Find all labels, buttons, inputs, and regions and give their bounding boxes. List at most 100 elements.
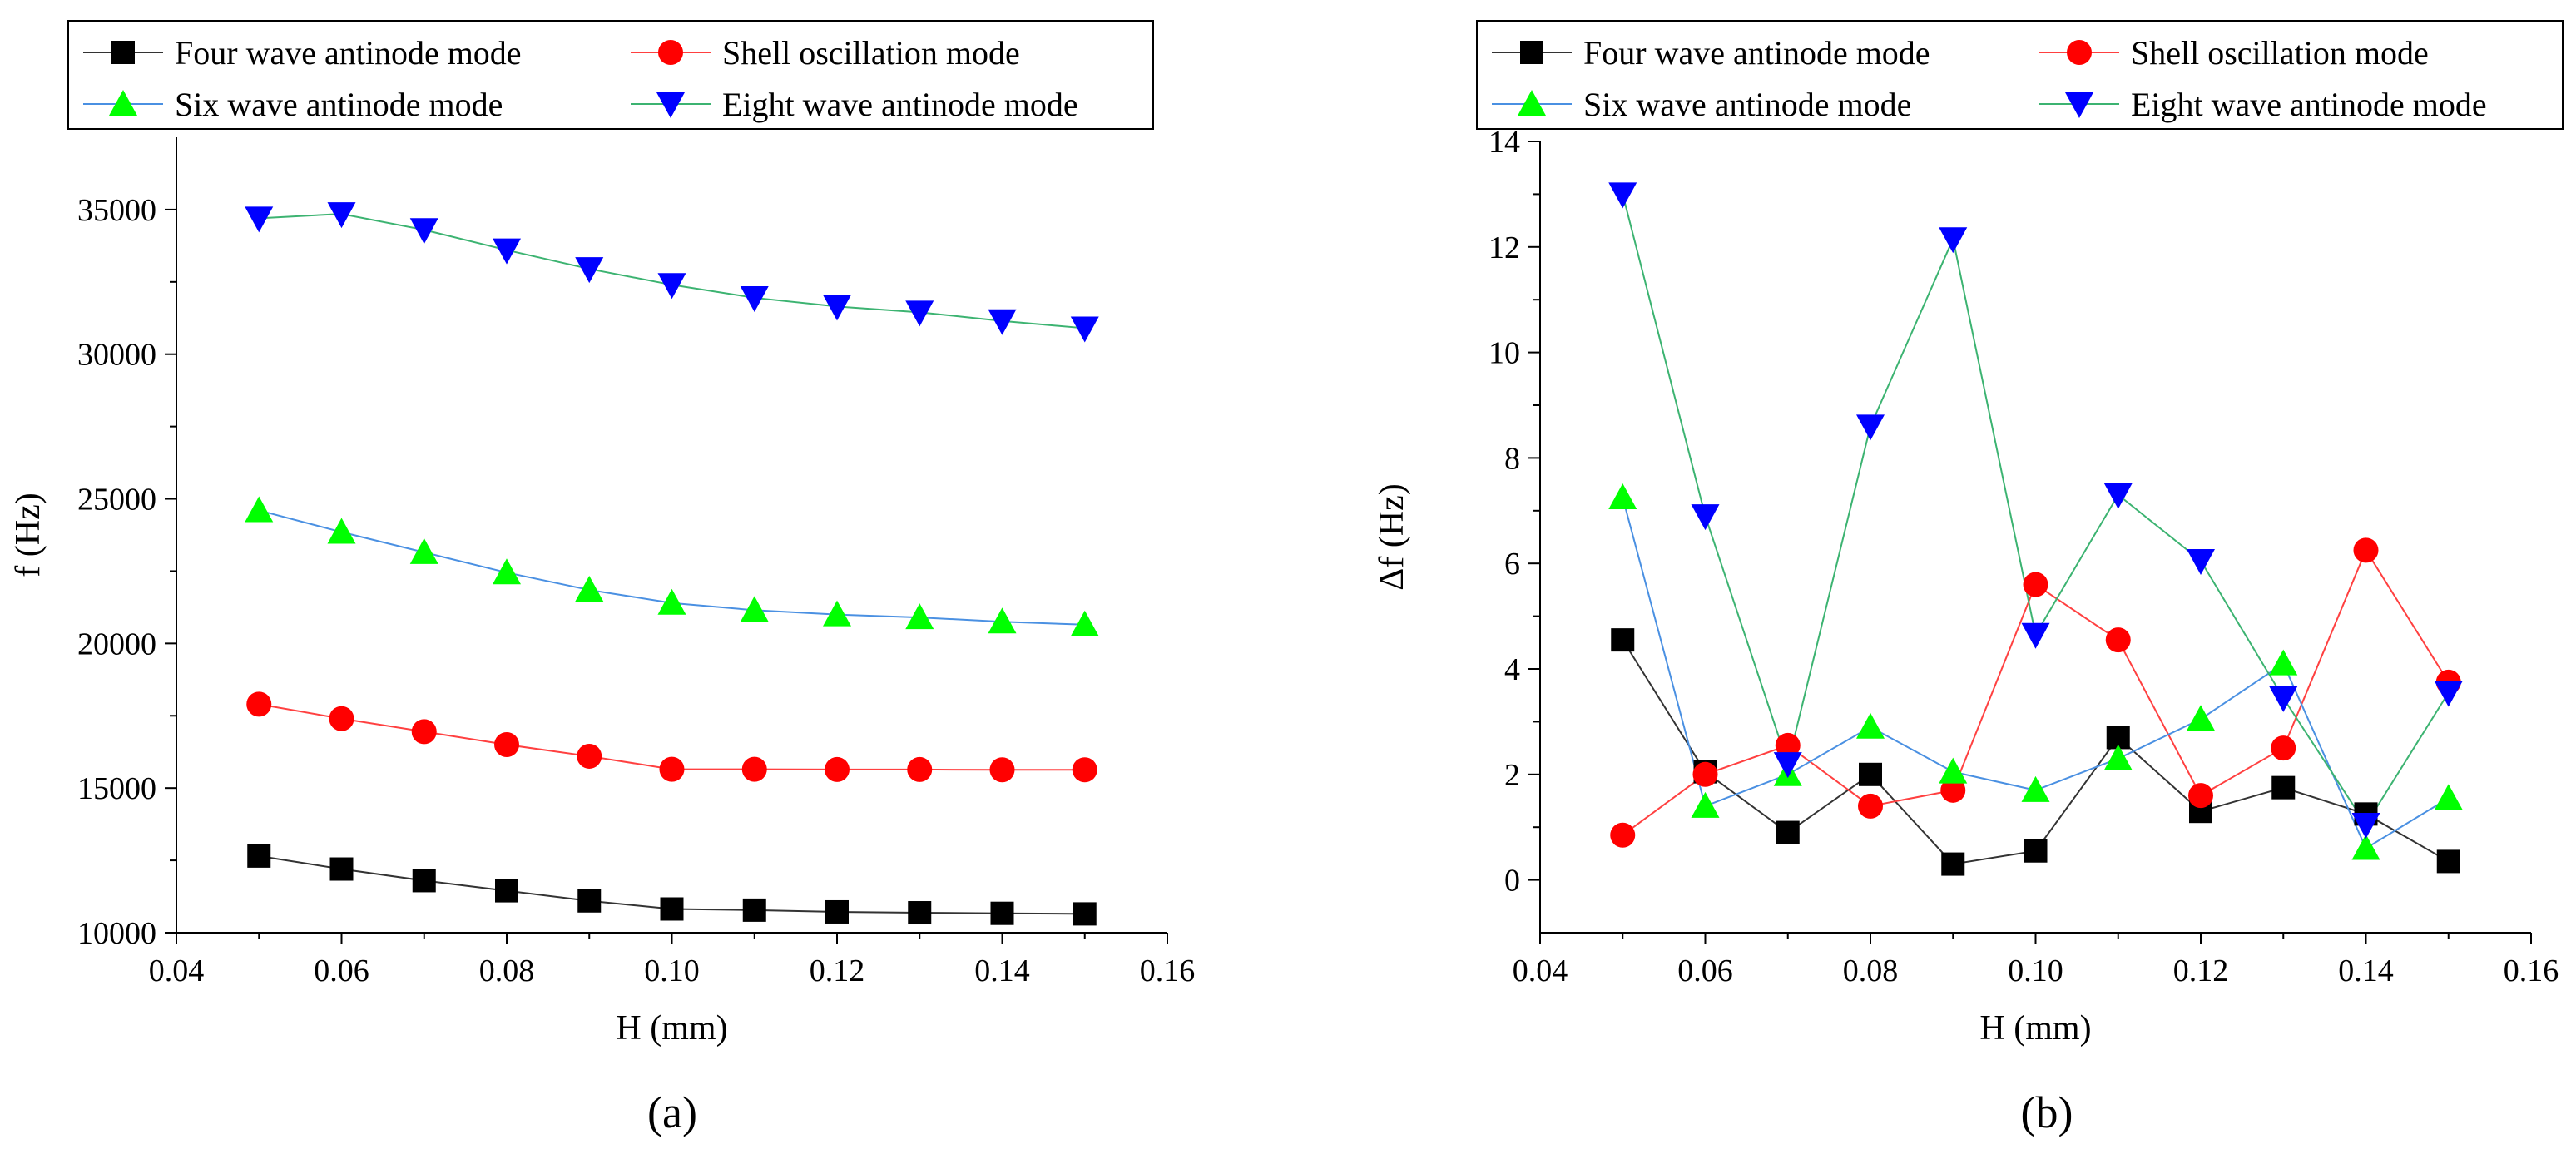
data-point <box>2269 649 2298 676</box>
y-tick-label: 10 <box>1489 336 1520 371</box>
legend-marker <box>656 92 685 118</box>
data-point <box>495 879 518 903</box>
x-tick-label: 0.14 <box>974 953 1030 988</box>
chart-panel-a: 0.04 0.06 0.08 0.10 0.12 0.14 0.16 10000 15000 20… <box>9 20 1196 1137</box>
data-point <box>577 889 602 913</box>
data-point <box>657 273 686 300</box>
data-point <box>1939 227 1968 254</box>
data-point <box>1072 757 1097 783</box>
legend-box <box>67 20 1154 130</box>
data-point <box>988 607 1017 634</box>
y-tick-label: 12 <box>1489 230 1520 265</box>
legend-item-1: Shell oscillation mode <box>2039 34 2429 72</box>
data-point <box>247 844 271 868</box>
legend-item-1: Shell oscillation mode <box>631 34 1020 72</box>
data-point <box>246 691 272 717</box>
data-point <box>1073 902 1097 926</box>
data-point <box>1608 483 1637 509</box>
data-point <box>908 901 932 925</box>
data-point <box>245 206 274 233</box>
data-point <box>660 897 684 921</box>
y-tick-label: 4 <box>1504 652 1520 687</box>
data-point <box>412 869 436 893</box>
data-point <box>2351 834 2380 860</box>
data-point <box>2103 744 2133 770</box>
data-point <box>409 218 438 245</box>
series-markers-0 <box>247 844 1097 926</box>
data-point <box>1070 316 1099 343</box>
legend-label: Four wave antinode mode <box>1583 34 1930 72</box>
legend-marker <box>2067 40 2092 65</box>
y-tick-label: 14 <box>1489 125 1520 160</box>
data-point <box>740 285 769 312</box>
series-line-3 <box>259 213 1085 329</box>
data-point <box>329 857 354 881</box>
data-point <box>2353 537 2379 563</box>
data-point <box>2351 813 2380 839</box>
data-point <box>1070 610 1099 636</box>
series-markers-2 <box>245 496 1099 636</box>
legend-marker <box>2065 92 2093 118</box>
legend-item-3: Eight wave antinode mode <box>631 86 1078 123</box>
data-point <box>329 706 354 731</box>
legend-label: Eight wave antinode mode <box>722 86 1078 123</box>
x-tick-label: 0.16 <box>2504 953 2559 988</box>
data-point <box>2271 735 2296 761</box>
data-point <box>1856 414 1885 441</box>
data-point <box>741 756 767 782</box>
x-tick-label: 0.08 <box>479 953 535 988</box>
data-point <box>2187 705 2215 731</box>
legend-label: Eight wave antinode mode <box>2131 86 2487 123</box>
data-point <box>2021 622 2050 649</box>
data-point <box>493 558 521 585</box>
data-point <box>1856 712 1885 739</box>
y-tick-label: 15000 <box>77 771 156 806</box>
y-tick-label: 30000 <box>77 338 156 373</box>
data-point <box>2103 483 2133 509</box>
data-point <box>245 496 274 523</box>
data-point <box>657 588 686 615</box>
data-point <box>988 309 1017 335</box>
data-point <box>575 576 604 602</box>
series-markers-1 <box>246 691 1097 783</box>
legend-label: Six wave antinode mode <box>1583 86 1911 123</box>
data-point <box>2105 627 2131 653</box>
data-point <box>1691 504 1720 531</box>
data-point <box>2434 784 2463 810</box>
chart-panel-b: 0.04 0.06 0.08 0.10 0.12 0.14 0.16 0 2 4 6 8 10 12 14 H… <box>1373 20 2564 1137</box>
x-axis-title: H (mm) <box>616 1009 727 1048</box>
y-axis-title: Δf (Hz) <box>1373 483 1411 590</box>
legend-item-2: Six wave antinode mode <box>1492 86 1911 123</box>
legend-box <box>1476 20 2564 130</box>
legend-marker <box>1520 41 1543 64</box>
data-point <box>2187 549 2215 576</box>
legend-item-3: Eight wave antinode mode <box>2039 86 2487 123</box>
y-tick-label: 0 <box>1504 864 1520 899</box>
x-tick-label: 0.16 <box>1140 953 1196 988</box>
x-tick-label: 0.12 <box>810 953 865 988</box>
legend-label: Shell oscillation mode <box>722 34 1020 72</box>
data-point <box>494 732 519 758</box>
data-point <box>1773 752 1802 779</box>
data-point <box>2024 839 2048 863</box>
data-point <box>905 603 934 630</box>
y-axis-title: f (Hz) <box>9 493 47 577</box>
data-point <box>1776 820 1800 844</box>
data-point <box>1692 761 1718 787</box>
data-point <box>1691 791 1720 818</box>
data-point <box>2021 775 2050 802</box>
data-point <box>1939 757 1968 784</box>
data-point <box>1859 762 1882 786</box>
data-point <box>575 257 604 284</box>
series-markers-3 <box>245 202 1099 343</box>
legend-marker <box>1518 90 1546 116</box>
data-point <box>1608 182 1637 209</box>
data-point <box>989 757 1015 783</box>
legend-item-2: Six wave antinode mode <box>83 86 503 123</box>
y-tick-label: 2 <box>1504 758 1520 793</box>
y-tick-label: 6 <box>1504 547 1520 582</box>
legend-marker <box>658 40 683 65</box>
series-markers-0 <box>1611 628 2460 876</box>
x-tick-label: 0.14 <box>2338 953 2394 988</box>
data-point <box>327 518 356 544</box>
